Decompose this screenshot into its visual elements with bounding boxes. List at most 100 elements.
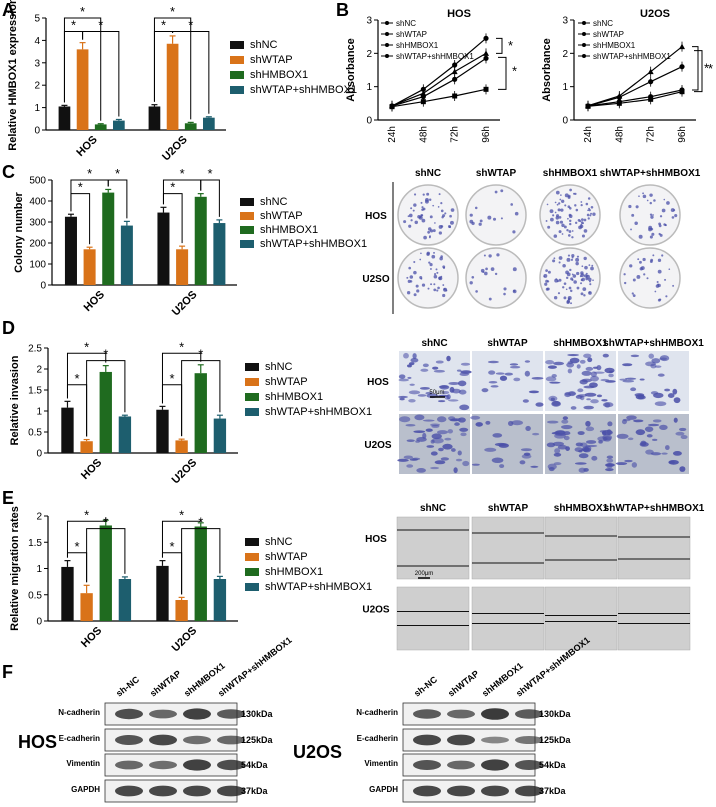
colony bbox=[646, 277, 649, 280]
invading-cell bbox=[444, 437, 452, 441]
culture-plate bbox=[619, 247, 681, 309]
colony bbox=[439, 256, 443, 261]
colony bbox=[560, 208, 564, 212]
colony-images: shNC shWTAP shHMBOX1 shWTAP+shHMBOX1 HOS U2SO bbox=[362, 168, 701, 314]
invading-cell bbox=[408, 390, 421, 395]
data-point bbox=[679, 43, 685, 50]
protein-band bbox=[447, 760, 475, 770]
western-blot-hos: sh-NC shWTAP shHMBOX1shWTAP+shHMBOX1N-cadh… bbox=[18, 635, 294, 803]
legend-swatch bbox=[240, 198, 254, 206]
significance-bracket bbox=[172, 30, 210, 114]
colony bbox=[570, 289, 573, 293]
bar-chart-c: 0 100 200 300 400 500 Colony number HOS U2OS * * * *… bbox=[13, 166, 367, 318]
invading-cell bbox=[633, 419, 644, 423]
colony bbox=[571, 236, 574, 239]
bar bbox=[120, 225, 133, 285]
invading-cell bbox=[546, 420, 559, 424]
y-tick-label: 1 bbox=[36, 564, 42, 575]
data-point bbox=[452, 76, 458, 82]
protein-label: E-cadherin bbox=[59, 734, 100, 743]
x-tick-label: HOS bbox=[79, 625, 104, 650]
invading-cell bbox=[406, 439, 415, 443]
colony bbox=[438, 231, 442, 235]
colony bbox=[592, 212, 596, 216]
invading-cell bbox=[554, 448, 561, 454]
scale-bar-label: 200μm bbox=[415, 571, 433, 577]
colony bbox=[490, 267, 495, 271]
colony bbox=[563, 282, 567, 285]
invading-cell bbox=[431, 437, 444, 444]
colony bbox=[646, 199, 649, 202]
colony bbox=[571, 253, 575, 258]
lane-label: shWTAP+shHMBOX1 bbox=[216, 635, 294, 699]
invading-cell bbox=[460, 370, 472, 374]
protein-band bbox=[515, 785, 543, 797]
protein-band bbox=[217, 785, 245, 797]
colony bbox=[642, 194, 647, 199]
colony bbox=[543, 275, 546, 278]
data-point bbox=[648, 79, 654, 85]
significance-bracket bbox=[66, 352, 107, 399]
colony bbox=[638, 195, 640, 197]
bar bbox=[148, 106, 161, 130]
x-tick-label: U2OS bbox=[170, 625, 200, 655]
colony bbox=[471, 275, 475, 279]
colony bbox=[494, 190, 498, 194]
bar-chart-a: 0 1 2 3 4 5 Relative HMBOX1 expression HOS U2OS *… bbox=[7, 0, 357, 163]
invading-cell bbox=[583, 405, 594, 410]
invading-cell bbox=[532, 432, 540, 436]
colony bbox=[567, 234, 571, 237]
invading-cell bbox=[621, 419, 627, 425]
molecular-weight: 37kDa bbox=[539, 786, 567, 796]
invading-cell bbox=[545, 376, 557, 382]
data-point bbox=[483, 50, 489, 56]
colony bbox=[571, 273, 574, 276]
colony bbox=[560, 194, 562, 196]
protein-label: Vimentin bbox=[66, 759, 100, 768]
bar bbox=[80, 441, 93, 453]
y-tick-label: 1 bbox=[366, 82, 372, 93]
bar bbox=[213, 579, 227, 621]
invading-cell bbox=[585, 440, 597, 444]
colony bbox=[580, 218, 584, 221]
chart-title: HOS bbox=[447, 8, 471, 20]
invading-cell bbox=[403, 352, 409, 359]
legend-marker bbox=[385, 54, 389, 58]
invading-cell bbox=[657, 373, 665, 377]
protein-band bbox=[217, 735, 245, 745]
invading-cell bbox=[488, 370, 496, 375]
bar bbox=[94, 124, 107, 130]
colony bbox=[412, 209, 415, 212]
colony bbox=[512, 289, 517, 294]
invading-cell bbox=[494, 442, 507, 447]
x-tick-label: HOS bbox=[74, 134, 99, 159]
legend-label: shNC bbox=[260, 196, 288, 208]
legend-label: shWTAP+shHMBOX1 bbox=[593, 52, 671, 61]
colony bbox=[657, 258, 662, 262]
invading-cell bbox=[457, 450, 462, 456]
colony bbox=[444, 212, 447, 215]
colony bbox=[636, 275, 641, 279]
colony bbox=[433, 251, 435, 254]
invading-cell bbox=[615, 462, 628, 465]
invading-cell bbox=[590, 371, 597, 378]
invading-cell bbox=[453, 467, 458, 474]
colony bbox=[559, 198, 562, 201]
invading-cell bbox=[586, 398, 591, 401]
significance-bracket bbox=[181, 360, 221, 437]
invading-cell bbox=[668, 460, 675, 464]
column-header: shHMBOX1 bbox=[543, 168, 598, 179]
legend-swatch bbox=[230, 71, 244, 79]
x-tick-label: 48h bbox=[614, 126, 625, 143]
micrograph bbox=[617, 586, 691, 651]
protein-band bbox=[149, 760, 177, 770]
colony bbox=[576, 255, 580, 258]
colony bbox=[664, 278, 667, 281]
significance-star: * bbox=[180, 166, 185, 181]
micrograph bbox=[544, 586, 618, 651]
colony bbox=[494, 272, 498, 276]
colony bbox=[566, 272, 571, 277]
micrograph bbox=[617, 516, 691, 580]
legend-label: shWTAP bbox=[396, 30, 427, 39]
legend-label: shNC bbox=[396, 19, 416, 28]
